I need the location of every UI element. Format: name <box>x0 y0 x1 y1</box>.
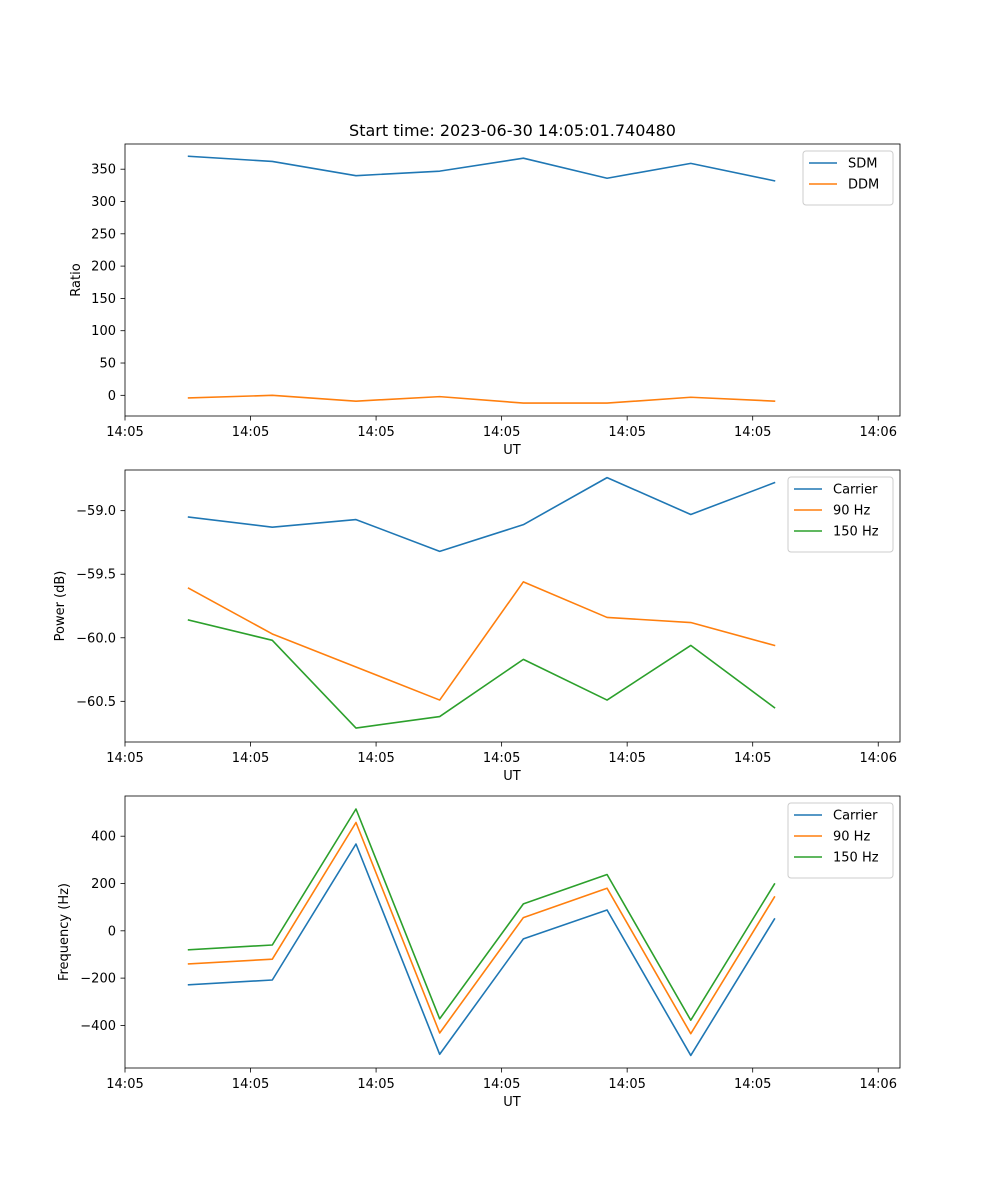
panel-2-y-tick-label-4: −59.0 <box>76 504 116 519</box>
panel-2-series-line-90-hz <box>187 581 776 701</box>
panel-1-x-tick-label-2: 14:05 <box>232 425 269 440</box>
panel-2-legend-label-1: Carrier <box>833 483 878 498</box>
panel-1-y-tick-label-4: 150 <box>91 292 116 307</box>
panel-3-legend-label-3: 150 Hz <box>833 851 879 866</box>
panel-3-x-axis-label: UT <box>503 1095 521 1110</box>
panel-1-axes-frame <box>124 143 901 417</box>
panel-1-y-tick-label-3: 100 <box>91 324 116 339</box>
panel-2-y-tick-label-1: −60.5 <box>76 695 116 710</box>
panel-3-x-tick-label-5: 14:05 <box>608 1077 645 1092</box>
panel-2-series-line-150-hz <box>187 619 776 729</box>
panel-2-y-tick-label-3: −59.5 <box>76 568 116 583</box>
panel-3-legend-label-2: 90 Hz <box>833 830 870 845</box>
panel-3-y-tick-label-3: 0 <box>108 924 116 939</box>
panel-1-x-tick-label-3: 14:05 <box>357 425 394 440</box>
panel-2-series-line-carrier <box>187 476 776 553</box>
panel-1-y-tick-label-7: 300 <box>91 195 116 210</box>
chart-panel-1: 14:05 14:05 14:05 14:05 14:05 14:05 14:06 0 50 10… <box>69 143 901 458</box>
panel-2-x-axis-label: UT <box>503 769 521 784</box>
panel-2-x-tick-label-5: 14:05 <box>608 751 645 766</box>
panel-2-axes-frame <box>124 469 901 743</box>
panel-1-x-tick-label-5: 14:05 <box>608 425 645 440</box>
panel-2-legend-box <box>787 476 894 553</box>
panel-3-legend: Carrier 90 Hz 150 Hz <box>787 802 894 879</box>
panel-3-axes-frame <box>124 795 901 1069</box>
panel-3-series-line-150-hz <box>187 808 776 1022</box>
panel-3-legend-box <box>787 802 894 879</box>
panel-2-x-tick-label-1: 14:05 <box>106 751 143 766</box>
panel-2-x-tick-label-7: 14:06 <box>860 751 897 766</box>
panel-3-series-line-carrier <box>187 843 776 1057</box>
panel-3-y-tick-label-4: 200 <box>91 877 116 892</box>
panel-1-legend: SDM DDM <box>802 150 894 206</box>
panel-3-x-tick-label-4: 14:05 <box>483 1077 520 1092</box>
figure-title: Start time: 2023-06-30 14:05:01.740480 <box>349 121 676 140</box>
panel-2-x-tick-label-4: 14:05 <box>483 751 520 766</box>
panel-3-y-tick-label-5: 400 <box>91 830 116 845</box>
panel-1-y-tick-label-8: 350 <box>91 163 116 178</box>
panel-2-x-tick-label-3: 14:05 <box>357 751 394 766</box>
panel-1-y-tick-label-6: 250 <box>91 227 116 242</box>
panel-3-y-tick-label-1: −400 <box>80 1019 116 1034</box>
panel-2-x-tick-label-2: 14:05 <box>232 751 269 766</box>
panel-1-x-tick-label-7: 14:06 <box>860 425 897 440</box>
panel-2-legend-label-2: 90 Hz <box>833 504 870 519</box>
chart-panel-2: 14:05 14:05 14:05 14:05 14:05 14:05 14:06 −60.5… <box>53 469 901 784</box>
panel-1-x-axis-label: UT <box>503 443 521 458</box>
panel-2-y-tick-label-2: −60.0 <box>76 631 116 646</box>
panel-1-y-tick-label-5: 200 <box>91 260 116 275</box>
panel-2-legend-label-3: 150 Hz <box>833 525 879 540</box>
panel-3-x-tick-label-3: 14:05 <box>357 1077 394 1092</box>
chart-panel-3: 14:05 14:05 14:05 14:05 14:05 14:05 14:06 −400 −… <box>57 795 901 1110</box>
panel-2-legend: Carrier 90 Hz 150 Hz <box>787 476 894 553</box>
panel-3-y-axis-label: Frequency (Hz) <box>57 883 72 981</box>
panel-1-x-tick-label-4: 14:05 <box>483 425 520 440</box>
panel-3-x-tick-label-2: 14:05 <box>232 1077 269 1092</box>
panel-1-legend-box <box>802 150 894 206</box>
panel-1-x-tick-label-1: 14:05 <box>106 425 143 440</box>
panel-1-legend-label-1: SDM <box>848 157 877 172</box>
panel-3-x-tick-label-6: 14:05 <box>734 1077 771 1092</box>
panel-3-y-tick-label-2: −200 <box>80 972 116 987</box>
panel-1-series-line-ddm <box>187 394 776 404</box>
panel-2-x-tick-label-6: 14:05 <box>734 751 771 766</box>
panel-3-x-tick-label-7: 14:06 <box>860 1077 897 1092</box>
panel-1-y-tick-label-2: 50 <box>99 357 116 372</box>
panel-1-series-line-sdm <box>187 155 776 182</box>
panel-3-series-line-90-hz <box>187 821 776 1035</box>
panel-2-y-axis-label: Power (dB) <box>53 571 68 642</box>
panel-1-y-tick-label-1: 0 <box>108 389 116 404</box>
panel-1-y-axis-label: Ratio <box>69 263 84 296</box>
panel-3-x-tick-label-1: 14:05 <box>106 1077 143 1092</box>
panel-1-x-tick-label-6: 14:05 <box>734 425 771 440</box>
panel-3-legend-label-1: Carrier <box>833 809 878 824</box>
panel-1-legend-label-2: DDM <box>848 178 879 193</box>
